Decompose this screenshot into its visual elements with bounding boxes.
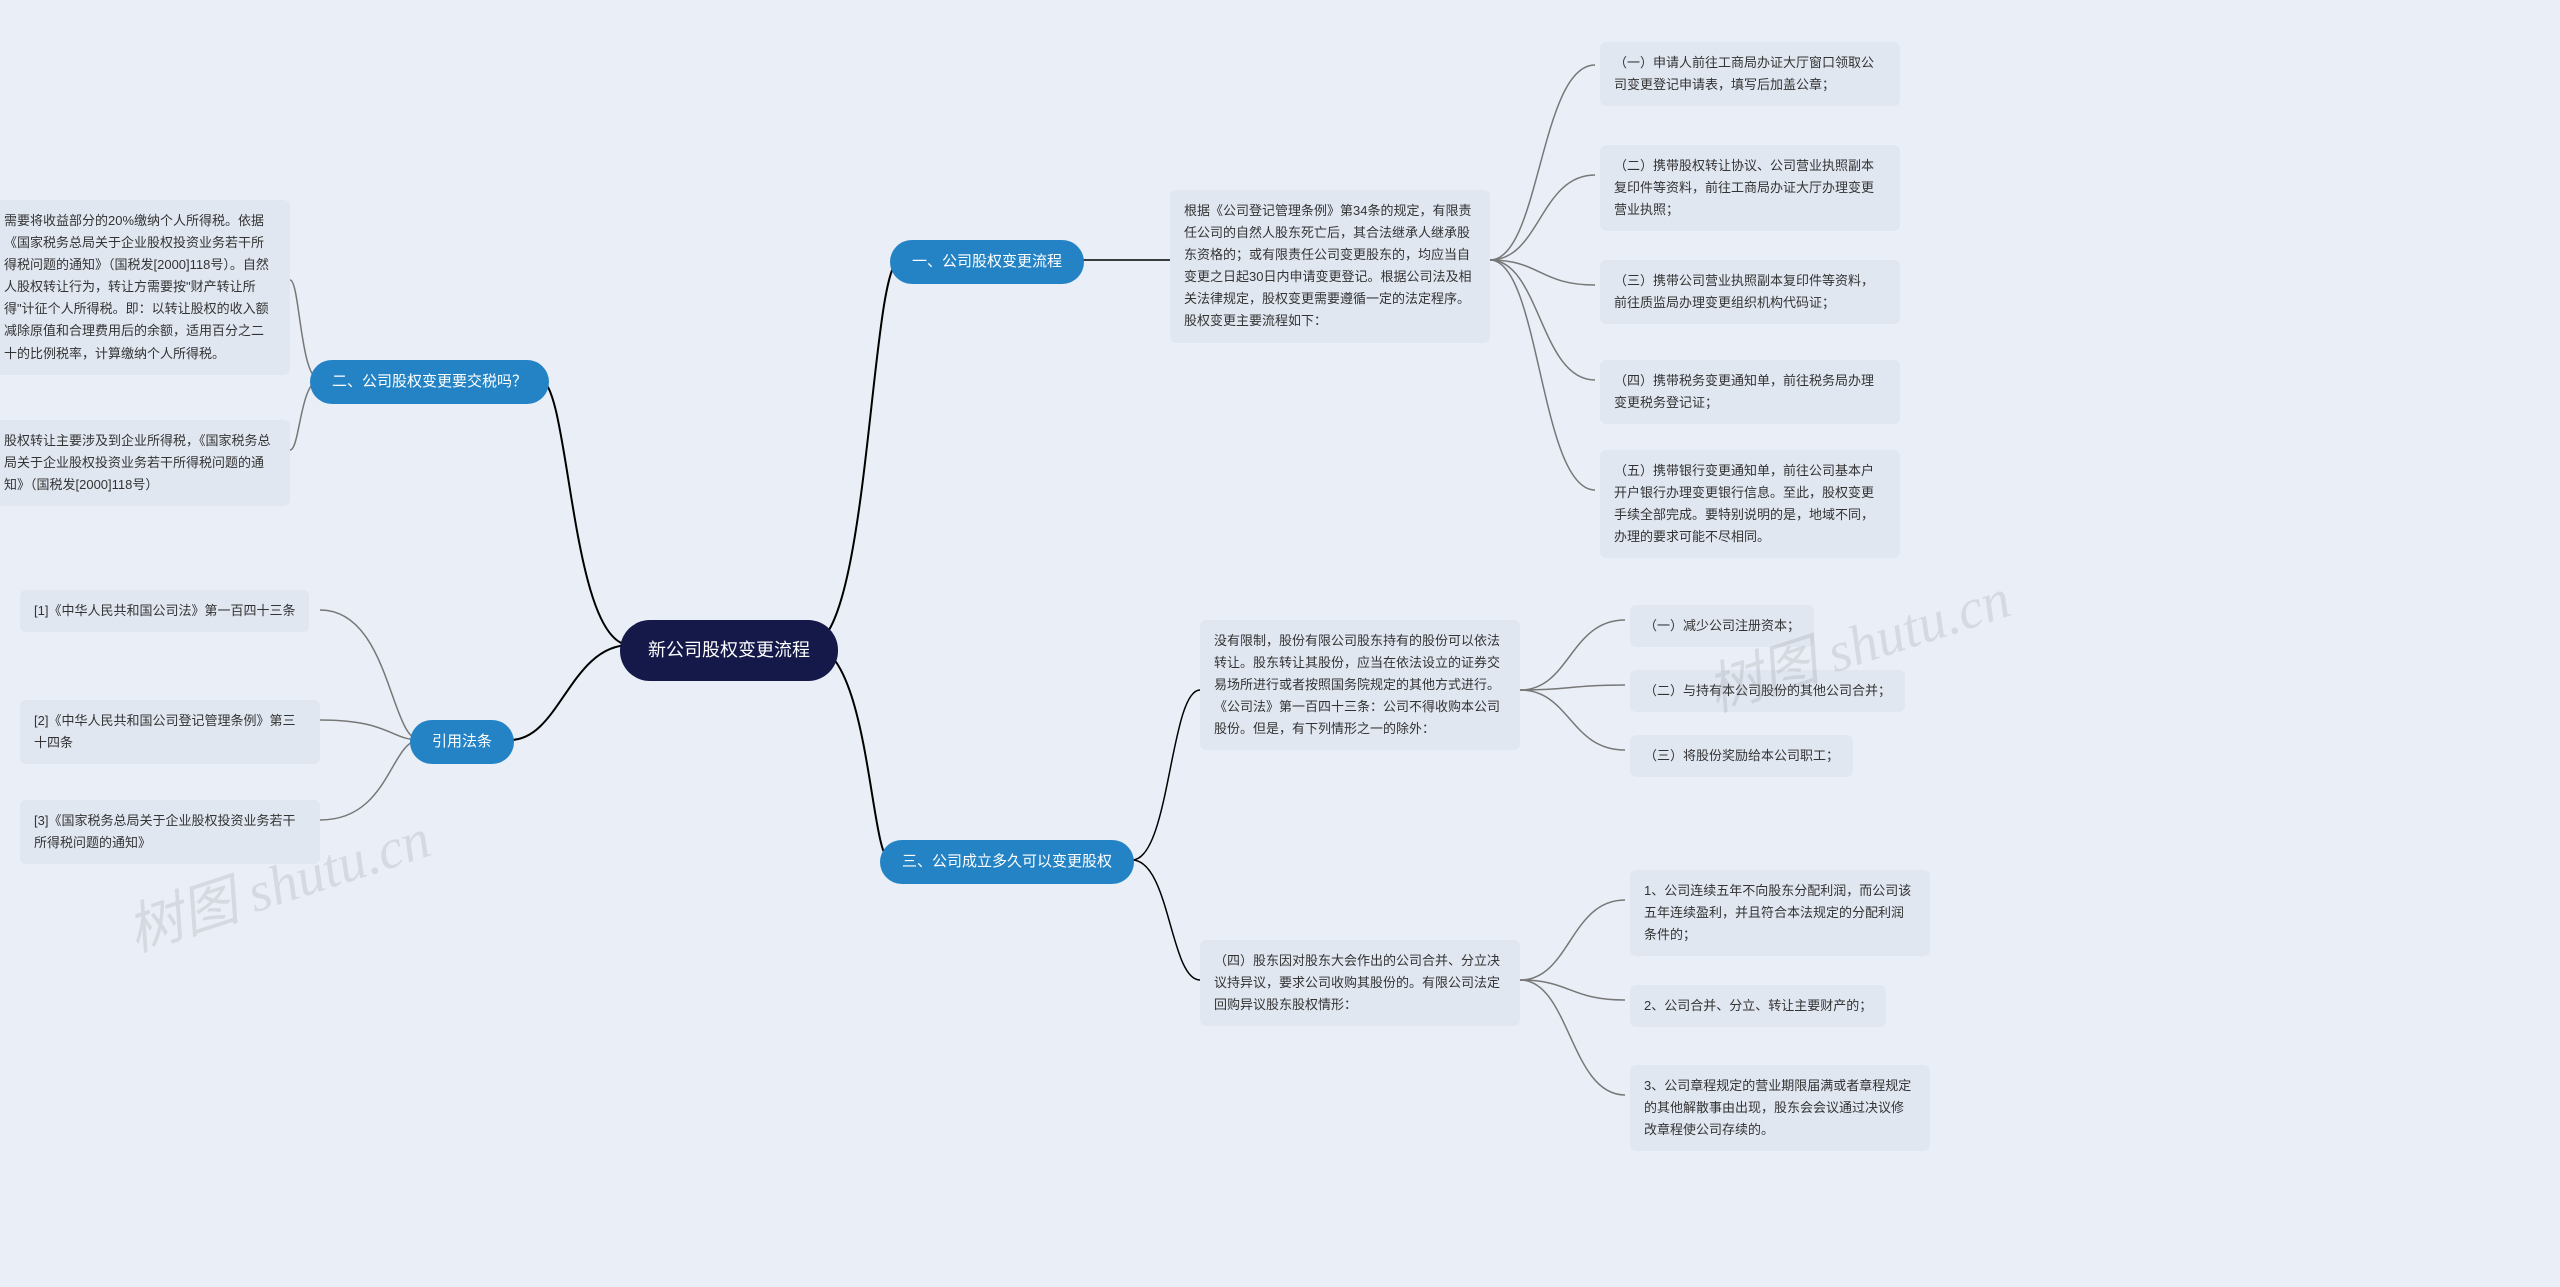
- b2-leaf-1: 需要将收益部分的20%缴纳个人所得税。依据《国家税务总局关于企业股权投资业务若干…: [0, 200, 290, 375]
- b3-sub-1: 没有限制，股份有限公司股东持有的股份可以依法转让。股东转让其股份，应当在依法设立…: [1200, 620, 1520, 750]
- b1-leaf-5: （五）携带银行变更通知单，前往公司基本户开户银行办理变更银行信息。至此，股权变更…: [1600, 450, 1900, 558]
- branch-1-label: 一、公司股权变更流程: [912, 253, 1062, 270]
- root-node[interactable]: 新公司股权变更流程: [620, 620, 838, 681]
- b3-s2-leaf-1: 1、公司连续五年不向股东分配利润，而公司该五年连续盈利，并且符合本法规定的分配利…: [1630, 870, 1930, 956]
- branch-4-label: 引用法条: [432, 733, 492, 750]
- b1-leaf-2: （二）携带股权转让协议、公司营业执照副本复印件等资料，前往工商局办证大厅办理变更…: [1600, 145, 1900, 231]
- b4-leaf-2: [2]《中华人民共和国公司登记管理条例》第三十四条: [20, 700, 320, 764]
- branch-1-desc: 根据《公司登记管理条例》第34条的规定，有限责任公司的自然人股东死亡后，其合法继…: [1170, 190, 1490, 343]
- b3-s1-leaf-1: （一）减少公司注册资本；: [1630, 605, 1814, 647]
- branch-2-label: 二、公司股权变更要交税吗？: [332, 373, 527, 390]
- b4-leaf-1: [1]《中华人民共和国公司法》第一百四十三条: [20, 590, 309, 632]
- branch-4[interactable]: 引用法条: [410, 720, 514, 764]
- b3-s1-leaf-3: （三）将股份奖励给本公司职工；: [1630, 735, 1853, 777]
- root-label: 新公司股权变更流程: [648, 640, 810, 660]
- branch-2[interactable]: 二、公司股权变更要交税吗？: [310, 360, 549, 404]
- branch-3-label: 三、公司成立多久可以变更股权: [902, 853, 1112, 870]
- b1-leaf-4: （四）携带税务变更通知单，前往税务局办理变更税务登记证；: [1600, 360, 1900, 424]
- branch-3[interactable]: 三、公司成立多久可以变更股权: [880, 840, 1134, 884]
- b3-s1-leaf-2: （二）与持有本公司股份的其他公司合并；: [1630, 670, 1905, 712]
- b2-leaf-2: 股权转让主要涉及到企业所得税，《国家税务总局关于企业股权投资业务若干所得税问题的…: [0, 420, 290, 506]
- branch-1[interactable]: 一、公司股权变更流程: [890, 240, 1084, 284]
- b1-leaf-3: （三）携带公司营业执照副本复印件等资料，前往质监局办理变更组织机构代码证；: [1600, 260, 1900, 324]
- b3-s2-leaf-3: 3、公司章程规定的营业期限届满或者章程规定的其他解散事由出现，股东会会议通过决议…: [1630, 1065, 1930, 1151]
- b3-s2-leaf-2: 2、公司合并、分立、转让主要财产的；: [1630, 985, 1886, 1027]
- b3-sub-2: （四）股东因对股东大会作出的公司合并、分立决议持异议，要求公司收购其股份的。有限…: [1200, 940, 1520, 1026]
- b4-leaf-3: [3]《国家税务总局关于企业股权投资业务若干所得税问题的通知》: [20, 800, 320, 864]
- b1-leaf-1: （一）申请人前往工商局办证大厅窗口领取公司变更登记申请表，填写后加盖公章；: [1600, 42, 1900, 106]
